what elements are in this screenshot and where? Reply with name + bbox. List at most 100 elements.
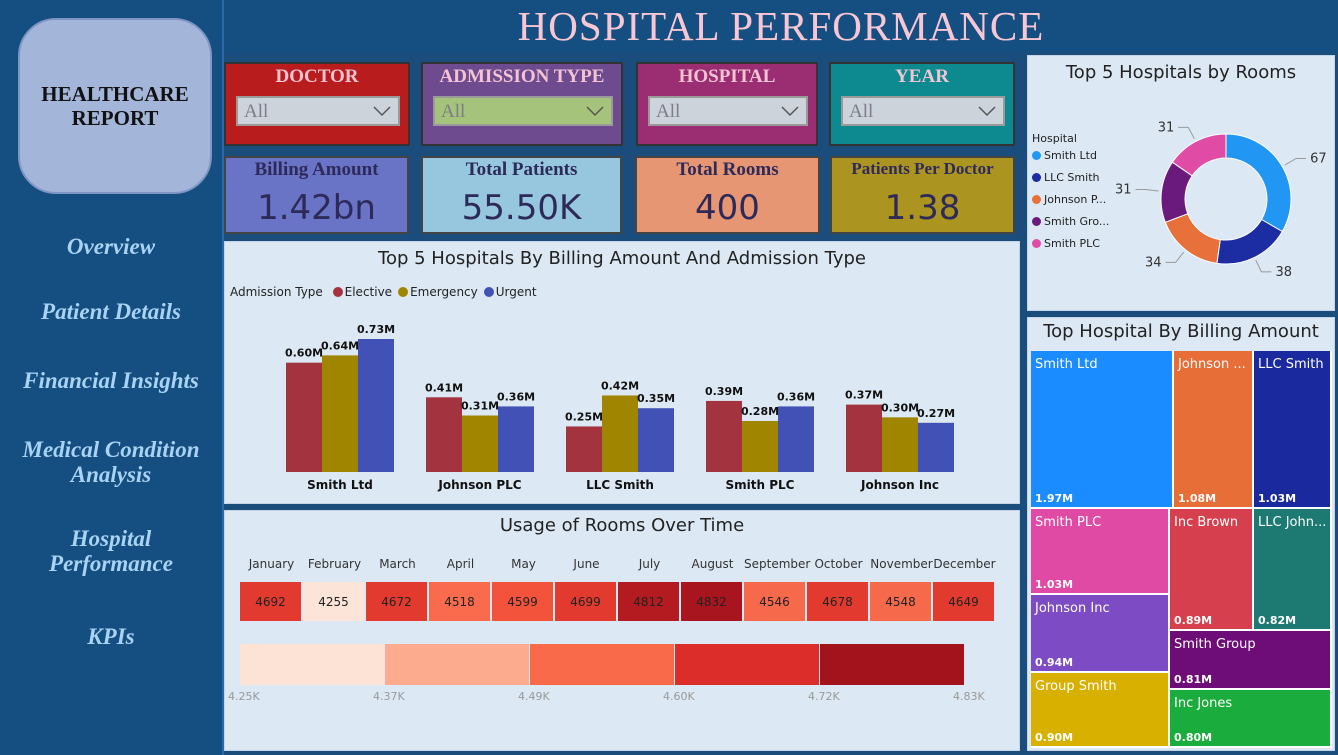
treemap-tile[interactable]: Inc Jones 0.80M	[1170, 690, 1332, 748]
tile-value: 0.94M	[1035, 656, 1074, 669]
heatmap-value: 4812	[633, 594, 664, 609]
heatmap-cell[interactable]: 4518	[429, 582, 492, 621]
heatmap-cell[interactable]: 4546	[744, 582, 807, 621]
heatmap-cell[interactable]: 4599	[492, 582, 555, 621]
heatmap-value: 4546	[759, 594, 790, 609]
kpi-value: 1.38	[884, 188, 961, 228]
color-scale-label: 4.25K	[228, 690, 260, 703]
legend-item[interactable]: Emergency	[398, 285, 478, 299]
category-label: Smith PLC	[726, 478, 795, 492]
month-label: September	[744, 557, 811, 571]
heatmap-cell[interactable]: 4699	[555, 582, 618, 621]
kpi-card-billing-amount: Billing Amount 1.42bn	[224, 156, 409, 234]
month-label: May	[511, 557, 536, 571]
chevron-down-icon	[977, 104, 997, 123]
donut-slice[interactable]	[1216, 218, 1283, 265]
heatmap-value: 4255	[318, 594, 349, 609]
heatmap-value: 4548	[885, 594, 916, 609]
donut-slice[interactable]	[1164, 213, 1221, 264]
heatmap-value: 4518	[444, 594, 475, 609]
treemap-tile[interactable]: Smith Ltd 1.97M	[1031, 351, 1174, 509]
legend-label: Smith Gro...	[1044, 215, 1110, 228]
treemap-tile[interactable]: Johnson Inc 0.94M	[1031, 595, 1170, 673]
legend-item[interactable]: Smith PLC	[1032, 237, 1109, 250]
rooms-usage-panel: Usage of Rooms Over Time	[224, 510, 1020, 751]
bar[interactable]	[462, 415, 498, 472]
slice-data-label: 38	[1275, 265, 1292, 280]
heatmap-cell[interactable]: 4255	[303, 582, 366, 621]
bar[interactable]	[882, 417, 918, 472]
nav-financial-insights[interactable]: Financial Insights	[23, 368, 199, 393]
bar[interactable]	[638, 408, 674, 472]
legend-item[interactable]: Smith Ltd	[1032, 149, 1109, 162]
bar-data-label: 0.37M	[845, 389, 883, 402]
filter-dropdown[interactable]: All	[841, 96, 1005, 126]
bar[interactable]	[286, 362, 322, 472]
rooms-donut-panel: Top 5 Hospitals by Rooms Hospital Smith …	[1027, 55, 1335, 311]
filter-dropdown[interactable]: All	[433, 96, 613, 126]
legend-item[interactable]: Smith Gro...	[1032, 215, 1109, 228]
dropdown-value: All	[441, 101, 466, 122]
bar[interactable]	[602, 395, 638, 472]
treemap-tile[interactable]: Group Smith 0.90M	[1031, 673, 1170, 748]
bar[interactable]	[498, 406, 534, 472]
heatmap-value: 4649	[948, 594, 979, 609]
donut-slice[interactable]	[1225, 133, 1292, 233]
month-label: December	[933, 557, 996, 571]
treemap-tile[interactable]: Inc Brown 0.89M	[1170, 509, 1254, 631]
heatmap-cell[interactable]: 4548	[870, 582, 933, 621]
bar-data-label: 0.42M	[601, 379, 639, 392]
tile-label: Smith Group	[1174, 637, 1256, 652]
treemap-tile[interactable]: Johnson ... 1.08M	[1174, 351, 1254, 509]
legend-item[interactable]: Elective	[332, 285, 392, 299]
treemap-tile[interactable]: Smith Group 0.81M	[1170, 631, 1332, 690]
treemap-tile[interactable]: LLC Smith 1.03M	[1254, 351, 1332, 509]
month-label: August	[691, 557, 734, 571]
bar[interactable]	[566, 426, 602, 472]
nav-overview[interactable]: Overview	[66, 234, 156, 259]
bar[interactable]	[358, 339, 394, 472]
bar[interactable]	[742, 420, 778, 472]
treemap-tile[interactable]: LLC John... 0.82M	[1254, 509, 1332, 631]
legend-item[interactable]: Johnson P...	[1032, 193, 1109, 206]
bar-data-label: 0.64M	[321, 339, 359, 352]
nav-medical-condition-analysis[interactable]: Medical Condition Analysis	[22, 437, 200, 487]
heatmap-value: 4699	[570, 594, 601, 609]
donut-slice[interactable]	[1171, 133, 1227, 177]
heatmap-cell[interactable]: 4692	[240, 582, 303, 621]
legend-marker	[1032, 151, 1041, 160]
nav-kpis[interactable]: KPIs	[87, 624, 135, 649]
bar[interactable]	[706, 400, 742, 472]
tile-value: 1.97M	[1035, 492, 1074, 505]
filter-dropdown[interactable]: All	[648, 96, 808, 126]
bar[interactable]	[778, 406, 814, 472]
nav-hospital-performance[interactable]: Hospital Performance	[49, 526, 173, 576]
bar-chart-title: Top 5 Hospitals By Billing Amount And Ad…	[378, 248, 866, 269]
report-logo: HEALTHCARE REPORT	[18, 18, 212, 194]
color-scale-segment	[675, 644, 819, 685]
filter-label: YEAR	[895, 66, 949, 87]
bar-data-label: 0.60M	[285, 347, 323, 360]
heatmap-cell[interactable]: 4672	[366, 582, 429, 621]
month-label: March	[379, 557, 416, 571]
dropdown-value: All	[656, 101, 681, 122]
heatmap-cell[interactable]: 4832	[681, 582, 744, 621]
bar[interactable]	[846, 404, 882, 472]
legend-label: Smith Ltd	[1044, 149, 1097, 162]
legend-item[interactable]: Urgent	[483, 285, 537, 299]
treemap-title: Top Hospital By Billing Amount	[1043, 321, 1319, 342]
treemap-tile[interactable]: Smith PLC 1.03M	[1031, 509, 1170, 595]
heatmap-cell[interactable]: 4812	[618, 582, 681, 621]
heatmap-cell[interactable]: 4678	[807, 582, 870, 621]
bar[interactable]	[918, 422, 954, 472]
filter-dropdown[interactable]: All	[236, 96, 400, 126]
legend-item[interactable]: LLC Smith	[1032, 171, 1109, 184]
color-scale-label: 4.72K	[808, 690, 840, 703]
tile-value: 0.80M	[1174, 731, 1213, 744]
nav-patient-details[interactable]: Patient Details	[41, 299, 181, 324]
heatmap-cell[interactable]: 4649	[933, 582, 996, 621]
bar[interactable]	[322, 355, 358, 472]
kpi-value: 1.42bn	[257, 188, 376, 228]
bar[interactable]	[426, 397, 462, 472]
filter-label: HOSPITAL	[678, 66, 776, 87]
